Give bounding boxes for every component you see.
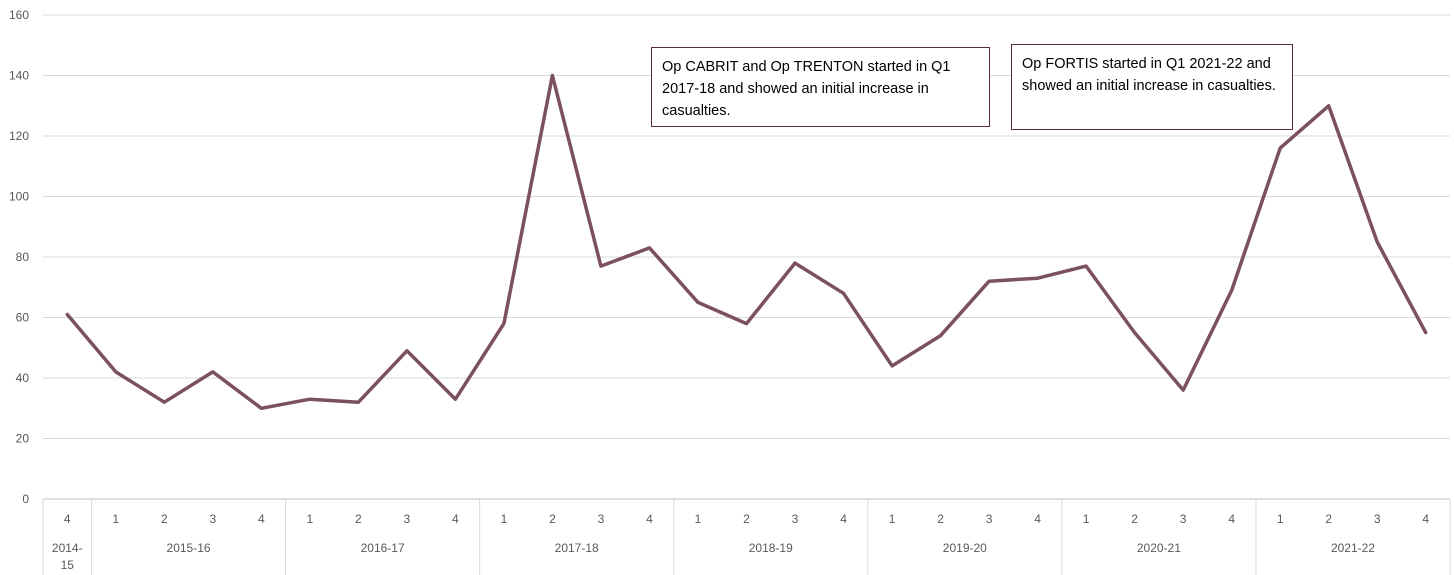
x-tick-label-quarter: 4 xyxy=(1034,512,1041,526)
y-tick-label: 40 xyxy=(16,371,30,385)
x-tick-label-quarter: 2 xyxy=(743,512,750,526)
x-tick-label-quarter: 3 xyxy=(209,512,216,526)
x-tick-label-quarter: 4 xyxy=(840,512,847,526)
x-tick-label-quarter: 2 xyxy=(937,512,944,526)
x-tick-label-quarter: 4 xyxy=(1422,512,1429,526)
x-tick-label-year: 2021-22 xyxy=(1331,541,1375,555)
x-tick-label-year: 2019-20 xyxy=(943,541,987,555)
x-tick-label-quarter: 2 xyxy=(355,512,362,526)
y-tick-label: 80 xyxy=(16,250,30,264)
x-tick-label-year: 2015-16 xyxy=(167,541,211,555)
x-tick-label-year: 2017-18 xyxy=(555,541,599,555)
y-tick-label: 120 xyxy=(9,129,29,143)
x-tick-label-quarter: 3 xyxy=(792,512,799,526)
x-tick-label-quarter: 2 xyxy=(1131,512,1138,526)
y-tick-label: 0 xyxy=(22,492,29,506)
x-tick-label-quarter: 1 xyxy=(307,512,314,526)
x-tick-label-quarter: 2 xyxy=(1325,512,1332,526)
x-tick-label-quarter: 4 xyxy=(1228,512,1235,526)
x-tick-label-quarter: 2 xyxy=(161,512,168,526)
gridlines xyxy=(43,14,1450,500)
x-tick-label-quarter: 1 xyxy=(1083,512,1090,526)
y-tick-label: 140 xyxy=(9,69,29,83)
x-tick-label-quarter: 3 xyxy=(1180,512,1187,526)
x-tick-label-quarter: 1 xyxy=(1277,512,1284,526)
x-tick-label-quarter: 3 xyxy=(1374,512,1381,526)
x-tick-label-quarter: 2 xyxy=(549,512,556,526)
y-tick-label: 20 xyxy=(16,432,30,446)
x-tick-label-quarter: 1 xyxy=(889,512,896,526)
x-tick-label-quarter: 3 xyxy=(404,512,411,526)
x-tick-label-quarter: 1 xyxy=(695,512,702,526)
x-tick-label-quarter: 4 xyxy=(258,512,265,526)
annotation-box: Op FORTIS started in Q1 2021-22 and show… xyxy=(1011,44,1293,130)
annotation-box: Op CABRIT and Op TRENTON started in Q1 2… xyxy=(651,47,990,127)
series-line xyxy=(65,73,1428,411)
x-tick-label-quarter: 4 xyxy=(64,512,71,526)
x-tick-label-quarter: 4 xyxy=(646,512,653,526)
x-tick-label-quarter: 1 xyxy=(501,512,508,526)
y-tick-label: 100 xyxy=(9,190,29,204)
x-axis: 4 1 2 3 4 1 2 3 4 1 2 3 4 1 2 3 4 1 2 3 4 1 2 3 4 1 2 3 4 2014-15 2015… xyxy=(42,499,1451,575)
x-tick-label-year: 2016-17 xyxy=(361,541,405,555)
x-tick-label-quarter: 1 xyxy=(112,512,119,526)
x-tick-label-quarter: 4 xyxy=(452,512,459,526)
y-tick-label: 160 xyxy=(9,8,29,22)
x-tick-label-quarter: 3 xyxy=(598,512,605,526)
series-line-path xyxy=(65,73,1428,411)
y-axis: 0 20 40 60 80 100 120 140 160 xyxy=(9,8,29,506)
x-tick-label-year: 2018-19 xyxy=(749,541,793,555)
y-tick-label: 60 xyxy=(16,311,30,325)
x-tick-label-year: 2014-15 xyxy=(52,541,83,572)
x-tick-label-year: 2020-21 xyxy=(1137,541,1181,555)
x-tick-label-quarter: 3 xyxy=(986,512,993,526)
